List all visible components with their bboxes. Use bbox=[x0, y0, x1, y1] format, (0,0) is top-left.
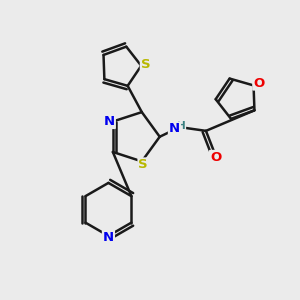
Text: S: S bbox=[141, 58, 150, 71]
Text: H: H bbox=[176, 122, 185, 131]
Text: N: N bbox=[169, 122, 180, 135]
Text: N: N bbox=[103, 231, 114, 244]
Text: N: N bbox=[104, 115, 115, 128]
Text: O: O bbox=[253, 76, 265, 90]
Text: S: S bbox=[139, 158, 148, 171]
Text: O: O bbox=[210, 151, 221, 164]
